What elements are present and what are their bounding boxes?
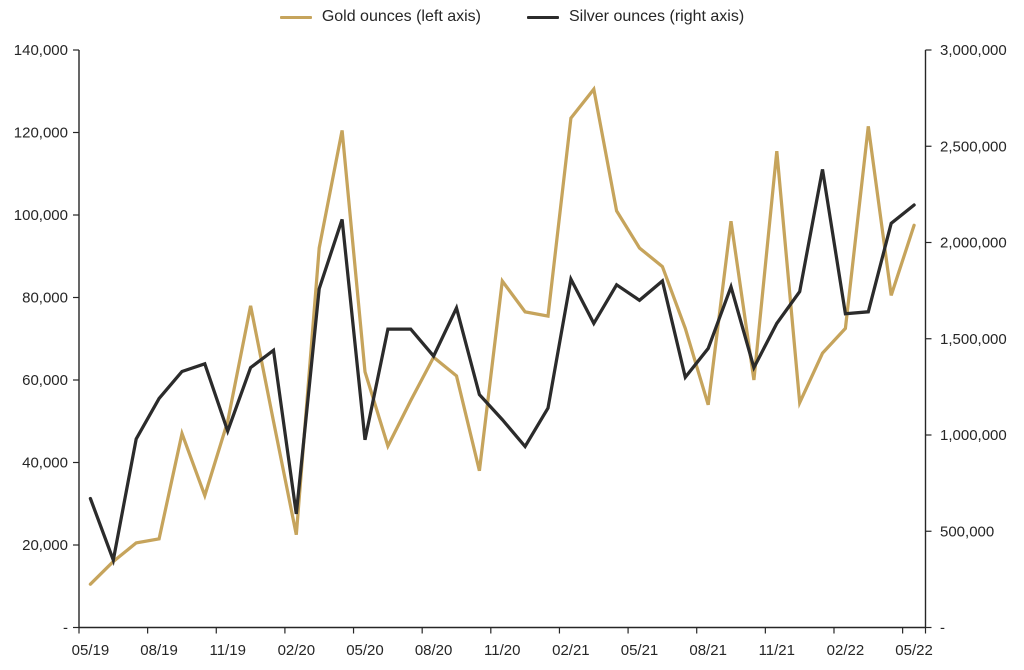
x-axis-tick-label: 05/20 (346, 642, 384, 659)
x-axis-tick-label: 02/22 (827, 642, 865, 659)
x-axis-tick-label: 08/21 (689, 642, 727, 659)
right-axis-tick-label: 1,500,000 (940, 331, 1007, 348)
left-axis-tick-label: 100,000 (14, 207, 68, 224)
right-axis-tick-label: 500,000 (940, 523, 994, 540)
x-axis-tick-label: 11/20 (484, 642, 520, 659)
gold-line (88, 85, 916, 586)
x-axis-tick-label: 05/22 (895, 642, 933, 659)
silver-line-swatch (527, 15, 559, 19)
x-axis-tick-label: 08/19 (140, 642, 178, 659)
left-axis-tick-label: 80,000 (22, 290, 68, 307)
right-axis-tick-label: 1,000,000 (940, 427, 1007, 444)
x-axis-tick-label: 02/21 (552, 642, 590, 659)
x-axis-tick-label: 11/21 (759, 642, 795, 659)
left-axis-tick-label: 120,000 (14, 125, 68, 142)
x-axis-tick-label: 02/20 (278, 642, 316, 659)
left-axis-tick-label: 60,000 (22, 372, 68, 389)
x-axis-tick-label: 11/19 (209, 642, 245, 659)
left-axis-tick-label: 40,000 (22, 455, 68, 472)
left-axis-tick-label: - (63, 620, 68, 637)
left-axis-tick-label: 20,000 (22, 537, 68, 554)
x-axis-tick-label: 05/19 (72, 642, 110, 659)
x-axis-tick-label: 08/20 (415, 642, 453, 659)
legend-item-silver: Silver ounces (right axis) (527, 8, 744, 26)
legend-label-gold: Gold ounces (left axis) (321, 8, 481, 25)
gold-line-swatch (279, 15, 312, 19)
legend-label-silver: Silver ounces (right axis) (569, 8, 745, 25)
silver-line (88, 169, 916, 567)
chart-legend: Gold ounces (left axis) Silver ounces (r… (0, 8, 1024, 26)
right-axis-tick-label: - (940, 620, 945, 637)
left-axis-tick-label: 140,000 (14, 42, 68, 59)
right-axis-tick-label: 2,000,000 (940, 235, 1007, 252)
right-axis-tick-label: 3,000,000 (940, 42, 1007, 59)
x-axis-tick-label: 05/21 (621, 642, 659, 659)
legend-item-gold: Gold ounces (left axis) (279, 8, 481, 26)
right-axis-tick-label: 2,500,000 (940, 138, 1007, 155)
